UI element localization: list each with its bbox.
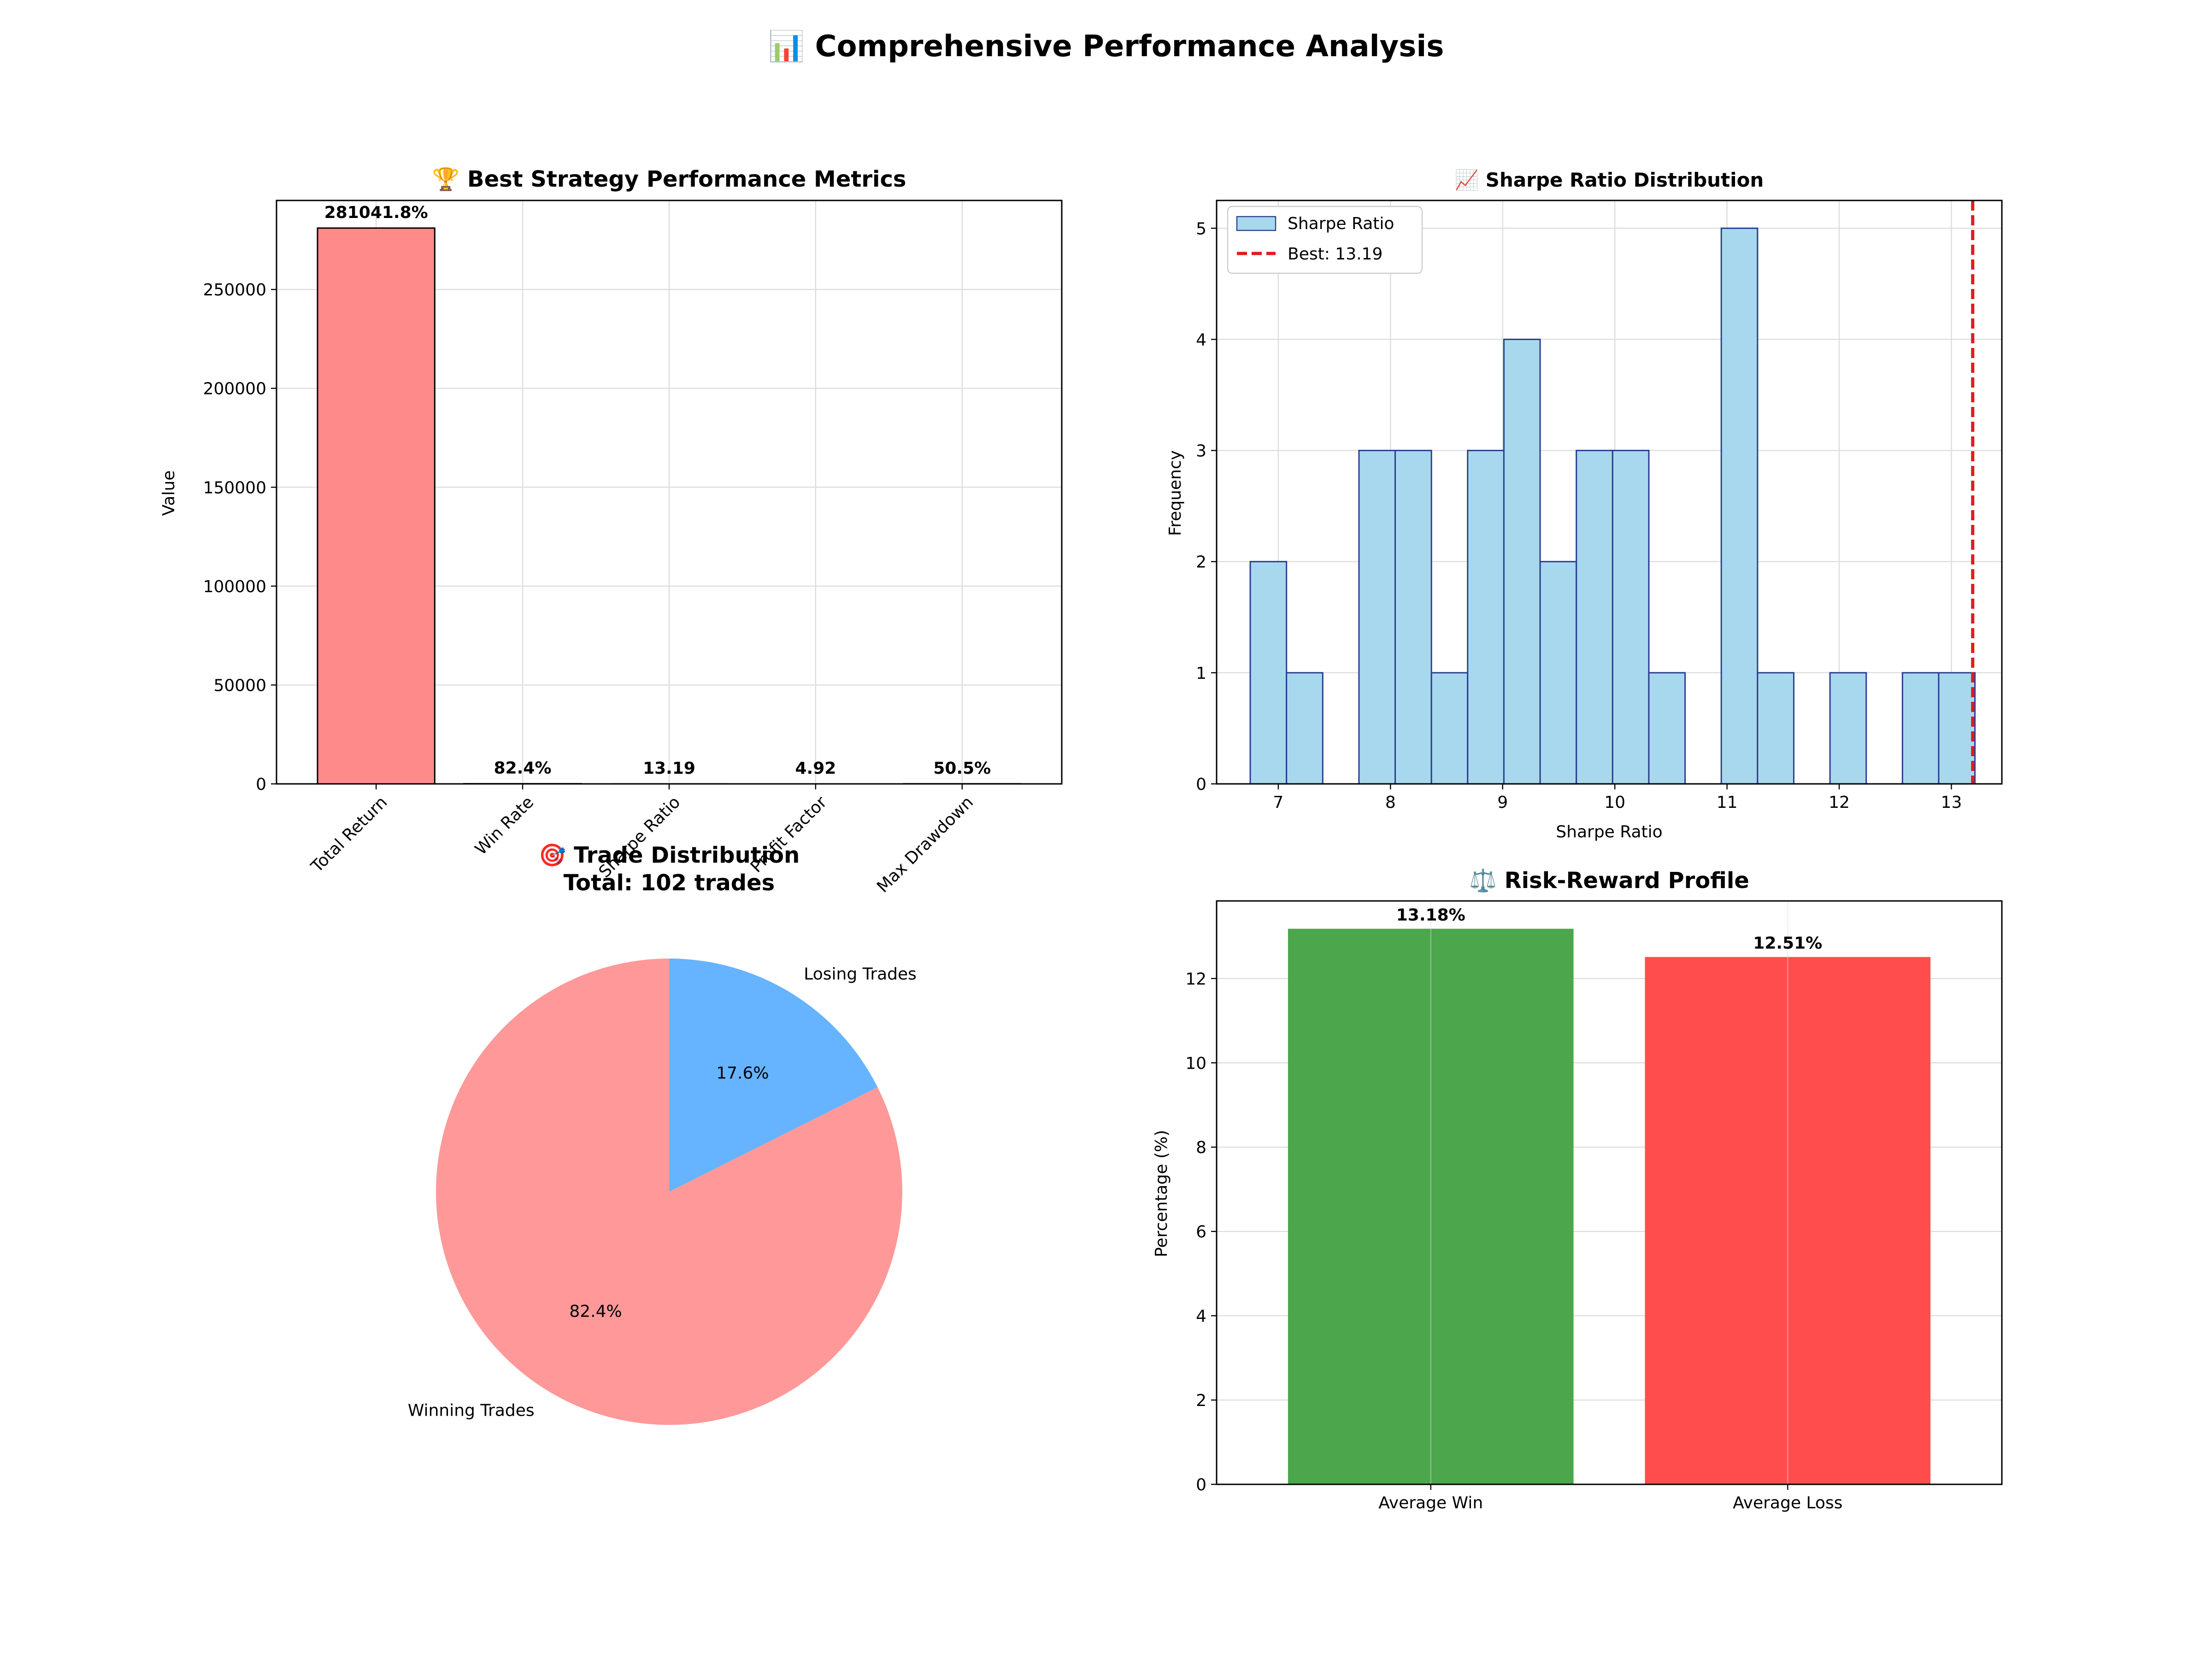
histogram-bin: [1358, 450, 1396, 785]
trade-distribution-pie: 🎯 Trade Distribution Total: 102 trades 8…: [408, 842, 917, 1425]
sharpe-x-tick-label: 11: [1717, 793, 1738, 812]
legend-histogram-swatch: [1236, 216, 1277, 231]
risk-reward-bar-chart: ⚖️ Risk-Reward Profile Percentage (%) 13…: [1152, 868, 2003, 1512]
histogram-bin: [1901, 672, 1940, 785]
histogram-bin: [1720, 227, 1759, 785]
metrics-bar-chart: 🏆 Best Strategy Performance Metrics Valu…: [159, 166, 1063, 896]
sharpe-chart-title: 📈 Sharpe Ratio Distribution: [1455, 169, 1764, 191]
metric-category-label-total-return: Total Return: [307, 793, 391, 877]
sharpe-x-tick-label: 7: [1273, 793, 1283, 812]
metric-category-label-max-drawdown: Max Drawdown: [873, 793, 977, 896]
histogram-bin: [1467, 450, 1505, 785]
metric-bar-total-return: [317, 227, 435, 785]
metrics-y-tick-label: 150000: [203, 478, 266, 497]
histogram-bin: [1394, 450, 1432, 785]
risk-reward-y-tick-label: 12: [1185, 970, 1206, 988]
sharpe-y-tick-label: 5: [1196, 219, 1206, 238]
risk-reward-value-label-average-loss: 12.51%: [1753, 934, 1822, 953]
figure-suptitle: 📊 Comprehensive Performance Analysis: [768, 29, 1444, 64]
metric-category-label-sharpe-ratio: Sharpe Ratio: [595, 793, 684, 882]
sharpe-x-tick-label: 8: [1385, 793, 1396, 812]
histogram-bin: [1430, 672, 1469, 785]
metrics-y-tick-label: 50000: [213, 676, 266, 695]
metric-value-label-total-return: 281041.8%: [324, 203, 428, 222]
risk-reward-chart-title: ⚖️ Risk-Reward Profile: [1469, 868, 1749, 894]
sharpe-y-tick-label: 4: [1196, 330, 1206, 349]
risk-reward-y-tick-label: 10: [1185, 1054, 1206, 1073]
risk-reward-bar-average-win: [1288, 929, 1574, 1484]
risk-reward-value-label-average-win: 13.18%: [1396, 906, 1465, 924]
metrics-y-axis-label: Value: [159, 471, 178, 516]
sharpe-x-tick-label: 12: [1829, 793, 1850, 812]
sharpe-legend: Sharpe Ratio Best: 13.19: [1227, 206, 1423, 274]
histogram-bin: [1576, 450, 1613, 785]
risk-reward-y-tick-label: 2: [1196, 1391, 1206, 1410]
sharpe-y-tick-label: 3: [1196, 442, 1206, 461]
risk-reward-y-tick-label: 8: [1196, 1138, 1206, 1157]
metrics-y-tick-label: 200000: [203, 380, 266, 399]
sharpe-x-axis-label: Sharpe Ratio: [1556, 823, 1662, 841]
pie-slice-winning-trades: [436, 959, 903, 1425]
metric-category-label-win-rate: Win Rate: [471, 793, 537, 859]
metric-value-label-max-drawdown: 50.5%: [933, 759, 991, 778]
pie-pct-label-losing-trades: 17.6%: [716, 1064, 769, 1083]
metrics-y-tick-label: 100000: [203, 577, 266, 596]
risk-reward-y-tick-label: 4: [1196, 1307, 1206, 1326]
histogram-bin: [1757, 672, 1794, 785]
risk-reward-category-label-average-win: Average Win: [1378, 1494, 1483, 1512]
legend-best-label: Best: 13.19: [1288, 245, 1382, 264]
pie-slice-losing-trades: [669, 959, 878, 1192]
pie-slice-label-losing-trades: Losing Trades: [804, 965, 917, 983]
histogram-bin: [1249, 561, 1288, 785]
histogram-bin: [1648, 672, 1686, 785]
metric-value-label-sharpe-ratio: 13.19: [643, 759, 695, 778]
histogram-bin: [1612, 450, 1650, 785]
histogram-bin: [1286, 672, 1324, 785]
sharpe-y-tick-label: 2: [1196, 553, 1206, 572]
metrics-y-tick-label: 250000: [203, 281, 266, 300]
histogram-bin: [1938, 672, 1976, 785]
risk-reward-bar-average-loss: [1645, 957, 1931, 1484]
metrics-plot-frame: [276, 200, 1063, 785]
metric-value-label-profit-factor: 4.92: [795, 759, 836, 778]
risk-reward-category-label-average-loss: Average Loss: [1733, 1494, 1842, 1512]
metric-value-label-win-rate: 82.4%: [494, 759, 552, 778]
metrics-y-tick-label: 0: [256, 775, 266, 794]
pie-chart-subtitle: Total: 102 trades: [564, 870, 775, 896]
sharpe-y-tick-label: 1: [1196, 664, 1206, 683]
legend-box: [1227, 206, 1423, 274]
pie-pct-label-winning-trades: 82.4%: [569, 1302, 622, 1321]
risk-reward-plot-frame: [1216, 900, 2003, 1485]
sharpe-x-tick-label: 13: [1941, 793, 1962, 812]
pie-slice-label-winning-trades: Winning Trades: [408, 1401, 535, 1420]
sharpe-y-axis-label: Frequency: [1166, 450, 1185, 536]
histogram-bin: [1829, 672, 1867, 785]
sharpe-plot-frame: [1216, 200, 2003, 785]
metrics-chart-title: 🏆 Best Strategy Performance Metrics: [432, 166, 906, 192]
sharpe-histogram: 📈 Sharpe Ratio Distribution Sharpe Ratio…: [1166, 169, 2003, 841]
risk-reward-y-tick-label: 0: [1196, 1476, 1206, 1494]
legend-histogram-label: Sharpe Ratio: [1288, 214, 1394, 233]
histogram-bin: [1503, 338, 1541, 785]
sharpe-x-tick-label: 10: [1604, 793, 1625, 812]
risk-reward-y-tick-label: 6: [1196, 1223, 1206, 1241]
sharpe-x-tick-label: 9: [1497, 793, 1508, 812]
risk-reward-y-axis-label: Percentage (%): [1152, 1130, 1171, 1257]
histogram-bin: [1539, 561, 1577, 785]
pie-chart-title: 🎯 Trade Distribution: [539, 842, 800, 868]
sharpe-y-tick-label: 0: [1196, 775, 1206, 794]
